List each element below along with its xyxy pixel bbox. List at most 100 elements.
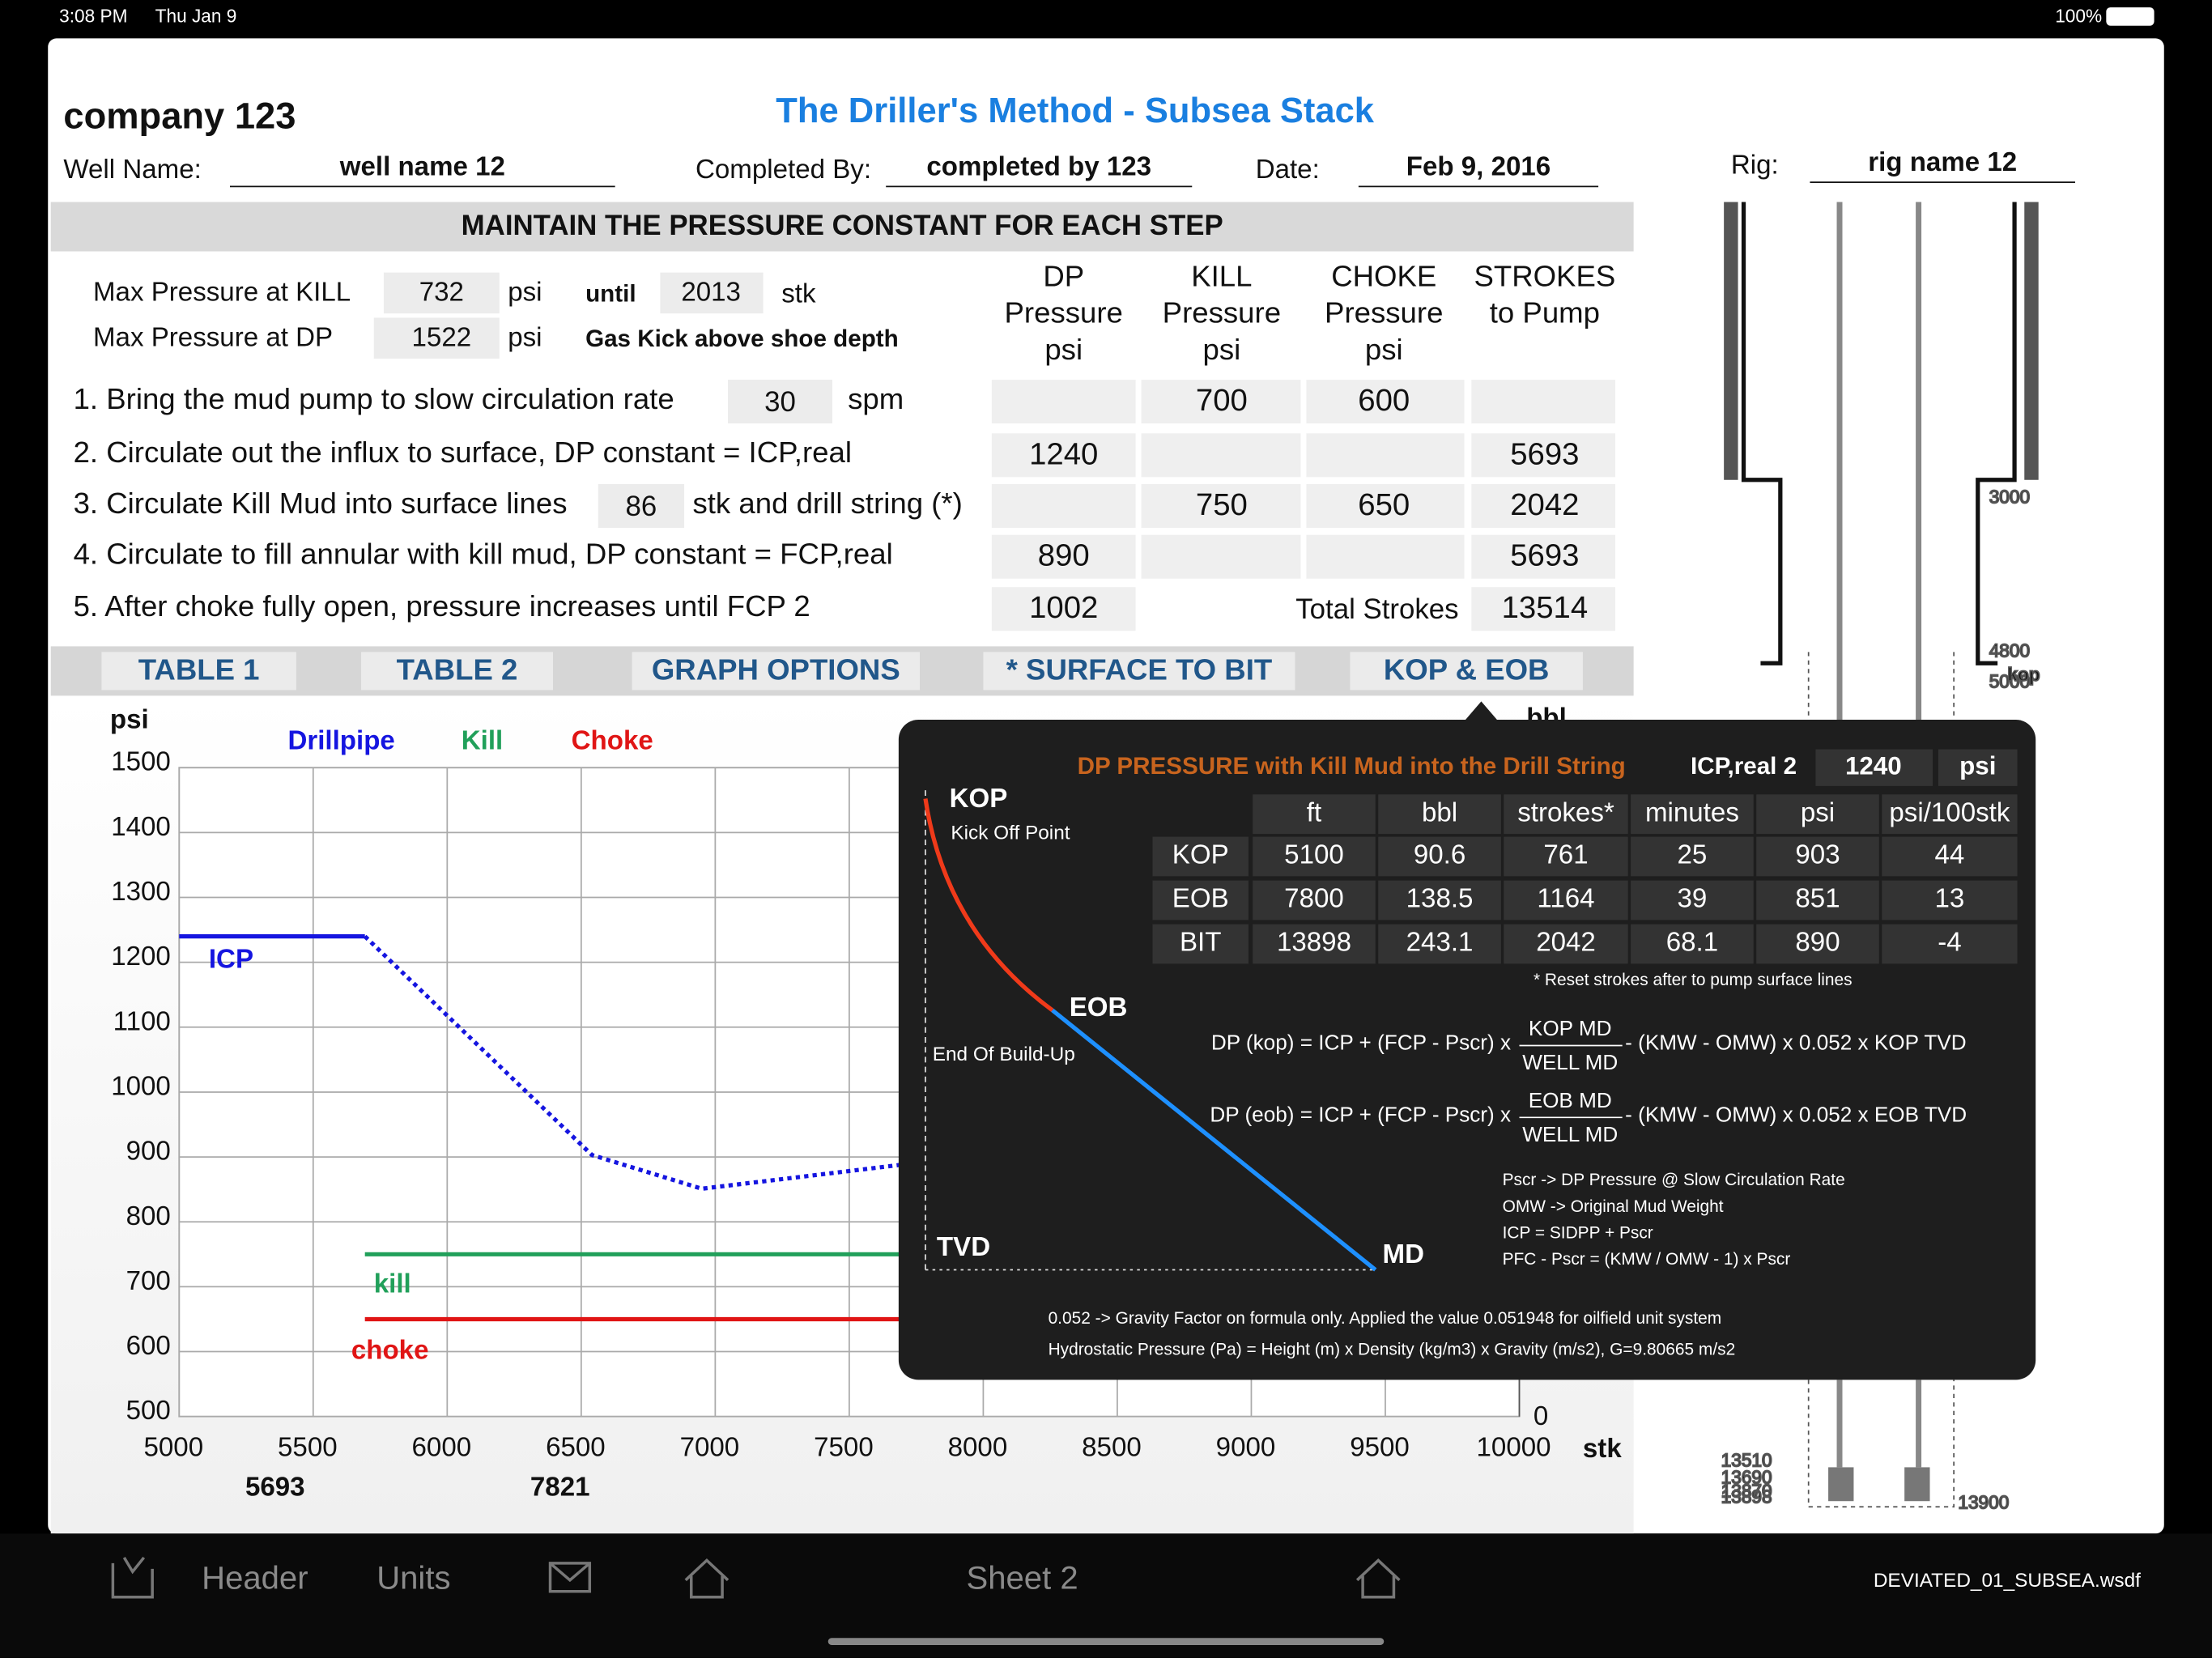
input-box <box>598 483 685 529</box>
y-tick-label: 600 <box>126 1331 171 1361</box>
input-box <box>1471 534 1615 579</box>
cell-value: 761 <box>1543 840 1588 870</box>
cell-value: 44 <box>1935 840 1965 870</box>
field-value: well name 12 <box>339 151 505 181</box>
cell-value: 5693 <box>1510 538 1579 573</box>
column-header: psi <box>1801 797 1835 827</box>
step-text: 4. Circulate to fill annular with kill m… <box>74 538 893 571</box>
x-tick-label: 7000 <box>680 1433 740 1463</box>
formula: DP (kop) = ICP + (FCP - Pscr) x <box>1211 1031 1511 1055</box>
formula: DP (eob) = ICP + (FCP - Pscr) x <box>1210 1102 1511 1126</box>
total-label: Total Strokes <box>1295 593 1458 625</box>
tab[interactable] <box>983 652 1295 691</box>
cell-value: 13898 <box>1277 928 1351 958</box>
banner-bar <box>50 202 1634 252</box>
cell <box>1756 794 1879 835</box>
depth-label: 13870 <box>1721 1481 1772 1502</box>
column-header: psi/100stk <box>1889 797 2010 827</box>
input-box <box>1306 534 1465 579</box>
label: Max Pressure at DP <box>93 322 333 352</box>
tab[interactable] <box>1350 652 1583 691</box>
cell-value: 5693 <box>1510 436 1579 471</box>
column-header: psi <box>1365 333 1403 366</box>
legend-entry: Drillpipe <box>287 726 394 756</box>
y-tick-label: 1100 <box>113 1006 171 1036</box>
tab[interactable] <box>632 652 921 691</box>
column-header: CHOKE <box>1331 259 1436 292</box>
toolbar-button[interactable]: Sheet 2 <box>967 1560 1078 1596</box>
unit: stk <box>781 278 816 308</box>
formula: - (KMW - OMW) x 0.052 x EOB TVD <box>1625 1102 1967 1126</box>
tab-label[interactable]: TABLE 1 <box>138 653 260 686</box>
cell-value: 7800 <box>1284 884 1344 914</box>
tab[interactable] <box>101 652 296 691</box>
icp-label: ICP,real 2 <box>1691 753 1797 780</box>
formula: WELL MD <box>1522 1050 1618 1074</box>
y-axis-label: psi <box>110 704 149 734</box>
tab-label[interactable]: KOP & EOB <box>1384 653 1550 686</box>
cell <box>1152 880 1249 920</box>
unit: psi <box>508 278 542 308</box>
marker-label: 7821 <box>530 1472 590 1502</box>
note: ICP = SIDPP + Pscr <box>1503 1223 1653 1242</box>
cell-value: -4 <box>1938 928 1961 958</box>
column-header: Pressure <box>1005 296 1123 329</box>
field-value: rig name 12 <box>1868 147 2017 177</box>
depth-label: kop <box>2007 664 2040 685</box>
input-box <box>728 380 832 424</box>
cell-value: 1164 <box>1537 884 1594 914</box>
cell <box>1253 924 1376 964</box>
tab-label[interactable]: GRAPH OPTIONS <box>652 653 900 686</box>
input-box <box>1306 380 1465 424</box>
tab[interactable] <box>361 652 553 691</box>
y-tick-label: 1300 <box>111 877 171 907</box>
input-box <box>1306 433 1465 478</box>
column-header: to Pump <box>1490 296 1600 329</box>
cell <box>1378 880 1501 920</box>
step-text: 3. Circulate Kill Mud into surface lines <box>74 487 568 520</box>
toolbar-button[interactable]: Units <box>376 1560 450 1596</box>
toolbar-button[interactable]: Header <box>202 1560 308 1596</box>
y-tick-label: 1500 <box>111 747 171 777</box>
row-header: BIT <box>1180 928 1221 958</box>
cell <box>1253 880 1376 920</box>
row-header: EOB <box>1172 884 1229 914</box>
column-header: psi <box>1044 333 1083 366</box>
cell-value: 13514 <box>1502 590 1589 625</box>
column-header: KILL <box>1191 259 1252 292</box>
cell-value: 750 <box>1196 487 1248 522</box>
cell <box>1882 836 2018 877</box>
toolbar: 3:08 PM Thu Jan 9 100% Header Units Sheet 2 DE… <box>0 5 2212 1658</box>
formula: EOB MD <box>1529 1088 1612 1112</box>
cell-value: 13 <box>1935 884 1965 914</box>
field-label: Rig: <box>1731 151 1779 181</box>
y-tick-label: 1200 <box>111 942 171 971</box>
field-value: completed by 123 <box>926 151 1151 181</box>
step-suffix: stk and drill string (*) <box>692 487 962 520</box>
cell-value: 903 <box>1795 840 1840 870</box>
step-text: 1. Bring the mud pump to slow circulatio… <box>74 382 674 415</box>
cell-value: 890 <box>1795 928 1840 958</box>
y-tick-label: 800 <box>126 1201 171 1231</box>
tab-label[interactable]: TABLE 2 <box>397 653 518 686</box>
x-tick-label: 6000 <box>412 1433 472 1463</box>
field-label: Date: <box>1256 155 1320 185</box>
cell-value: 39 <box>1678 884 1708 914</box>
column-header: strokes* <box>1517 797 1614 827</box>
formula: - (KMW - OMW) x 0.052 x KOP TVD <box>1625 1031 1966 1055</box>
cell <box>1504 880 1628 920</box>
input-box <box>1306 483 1465 529</box>
cell-value: 650 <box>1358 487 1410 522</box>
banner: MAINTAIN THE PRESSURE CONSTANT FOR EACH … <box>462 210 1223 241</box>
cell <box>1756 924 1879 964</box>
series-line <box>363 934 913 1192</box>
cell <box>1815 749 1933 786</box>
file-name: DEVIATED_01_SUBSEA.wsdf <box>1874 1570 2141 1592</box>
label: Max Pressure at KILL <box>93 278 351 308</box>
status-date: Thu Jan 9 <box>155 5 237 26</box>
battery: 100% <box>2055 5 2102 26</box>
column-header: minutes <box>1645 797 1739 827</box>
cell-value: 700 <box>1196 383 1248 418</box>
tab-label[interactable]: * SURFACE TO BIT <box>1006 653 1273 686</box>
note: OMW -> Original Mud Weight <box>1503 1197 1724 1216</box>
